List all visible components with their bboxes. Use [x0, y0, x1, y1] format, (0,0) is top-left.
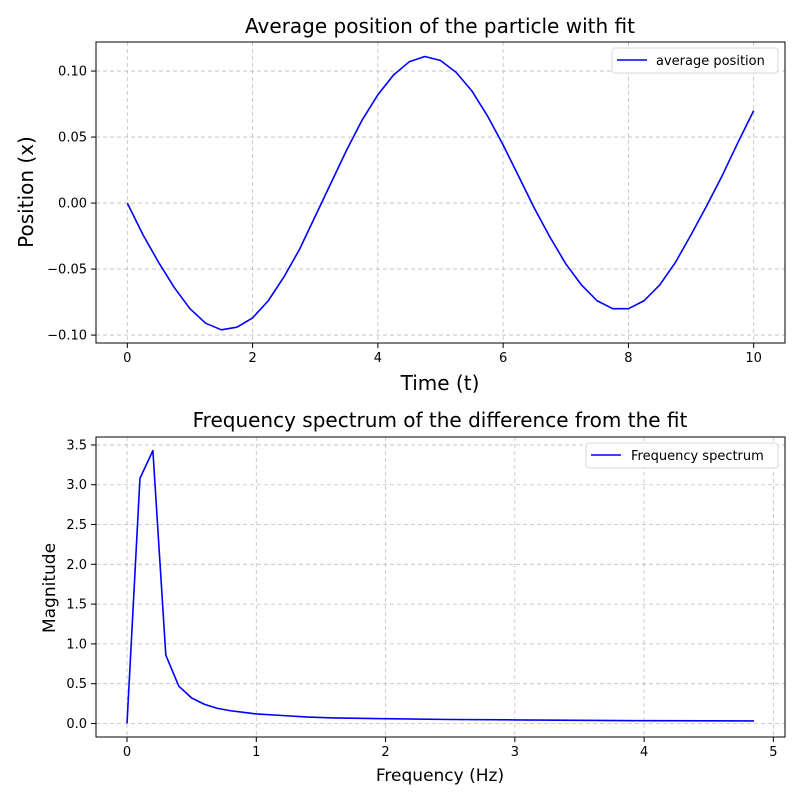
position-plot-x-tick-label: 10: [745, 351, 762, 366]
spectrum-plot-series: [126, 449, 754, 724]
spectrum-plot-legend-label: Frequency spectrum: [631, 449, 764, 464]
spectrum-plot-axes-frame: [95, 436, 786, 738]
position-plot-x-tick-label: 0: [123, 351, 131, 366]
position-plot-legend-box: [611, 47, 779, 74]
spectrum-plot-legend-box: [585, 442, 779, 469]
position-plot-series: [126, 55, 755, 331]
position-plot-x-tick-label: 2: [248, 351, 256, 366]
position-plot-series-line: [126, 55, 755, 331]
spectrum-plot-title: Frequency spectrum of the difference fro…: [193, 408, 688, 432]
spectrum-plot-y-tick-label: 3.5: [66, 438, 87, 453]
spectrum-plot-y-tick-label: 0.0: [66, 717, 87, 732]
spectrum-plot-y-tick-label: 2.0: [66, 558, 87, 573]
position-plot-x-tick-label: 4: [374, 351, 382, 366]
position-plot-x-tick-label: 8: [624, 351, 632, 366]
spectrum-plot-x-tick-label: 4: [640, 745, 648, 760]
position-plot-y-tick-label: 0.05: [58, 131, 87, 146]
spectrum-plot-xlabel: Frequency (Hz): [376, 766, 504, 786]
position-plot-legend-label: average position: [656, 54, 765, 69]
position-plot-y-tick-label: 0.10: [58, 65, 87, 80]
spectrum-plot-grid: [96, 437, 785, 737]
spectrum-plot-x-tick-label: 2: [381, 745, 389, 760]
spectrum-plot-ticks: 0 1 2 3 4 5 0.0 0.5 1.0 1.5 2.0 2.5 3.0 3.5: [66, 438, 777, 760]
position-plot-legend: average position: [611, 47, 779, 74]
position-plot-grid: [96, 42, 785, 343]
position-plot: Average position of the particle with fi…: [14, 14, 786, 395]
position-plot-y-tick-label: 0.00: [58, 197, 87, 212]
position-plot-title: Average position of the particle with fi…: [245, 14, 635, 38]
spectrum-plot-y-tick-label: 2.5: [66, 518, 87, 533]
spectrum-plot: Frequency spectrum of the difference fro…: [40, 408, 786, 786]
spectrum-plot-ylabel: Magnitude: [40, 543, 60, 633]
spectrum-plot-y-tick-label: 1.5: [66, 598, 87, 613]
spectrum-plot-x-tick-label: 0: [123, 745, 131, 760]
spectrum-plot-y-tick-label: 1.0: [66, 637, 87, 652]
position-plot-axes-frame: [95, 41, 786, 344]
position-plot-y-tick-label: −0.10: [47, 329, 87, 344]
spectrum-plot-x-tick-label: 1: [252, 745, 260, 760]
spectrum-plot-x-tick-label: 5: [769, 745, 777, 760]
position-plot-x-tick-label: 6: [499, 351, 507, 366]
spectrum-plot-x-tick-label: 3: [511, 745, 519, 760]
position-plot-y-tick-label: −0.05: [47, 263, 87, 278]
position-plot-ylabel: Position (x): [14, 136, 38, 248]
position-plot-xlabel: Time (t): [400, 371, 480, 395]
spectrum-plot-legend: Frequency spectrum: [585, 442, 779, 469]
spectrum-plot-series-line: [126, 449, 754, 724]
spectrum-plot-y-tick-label: 3.0: [66, 478, 87, 493]
position-plot-ticks: 0 2 4 6 8 10 −0.10 −0.05 0.00 0.05 0.10: [47, 65, 762, 366]
spectrum-plot-y-tick-label: 0.5: [66, 677, 87, 692]
